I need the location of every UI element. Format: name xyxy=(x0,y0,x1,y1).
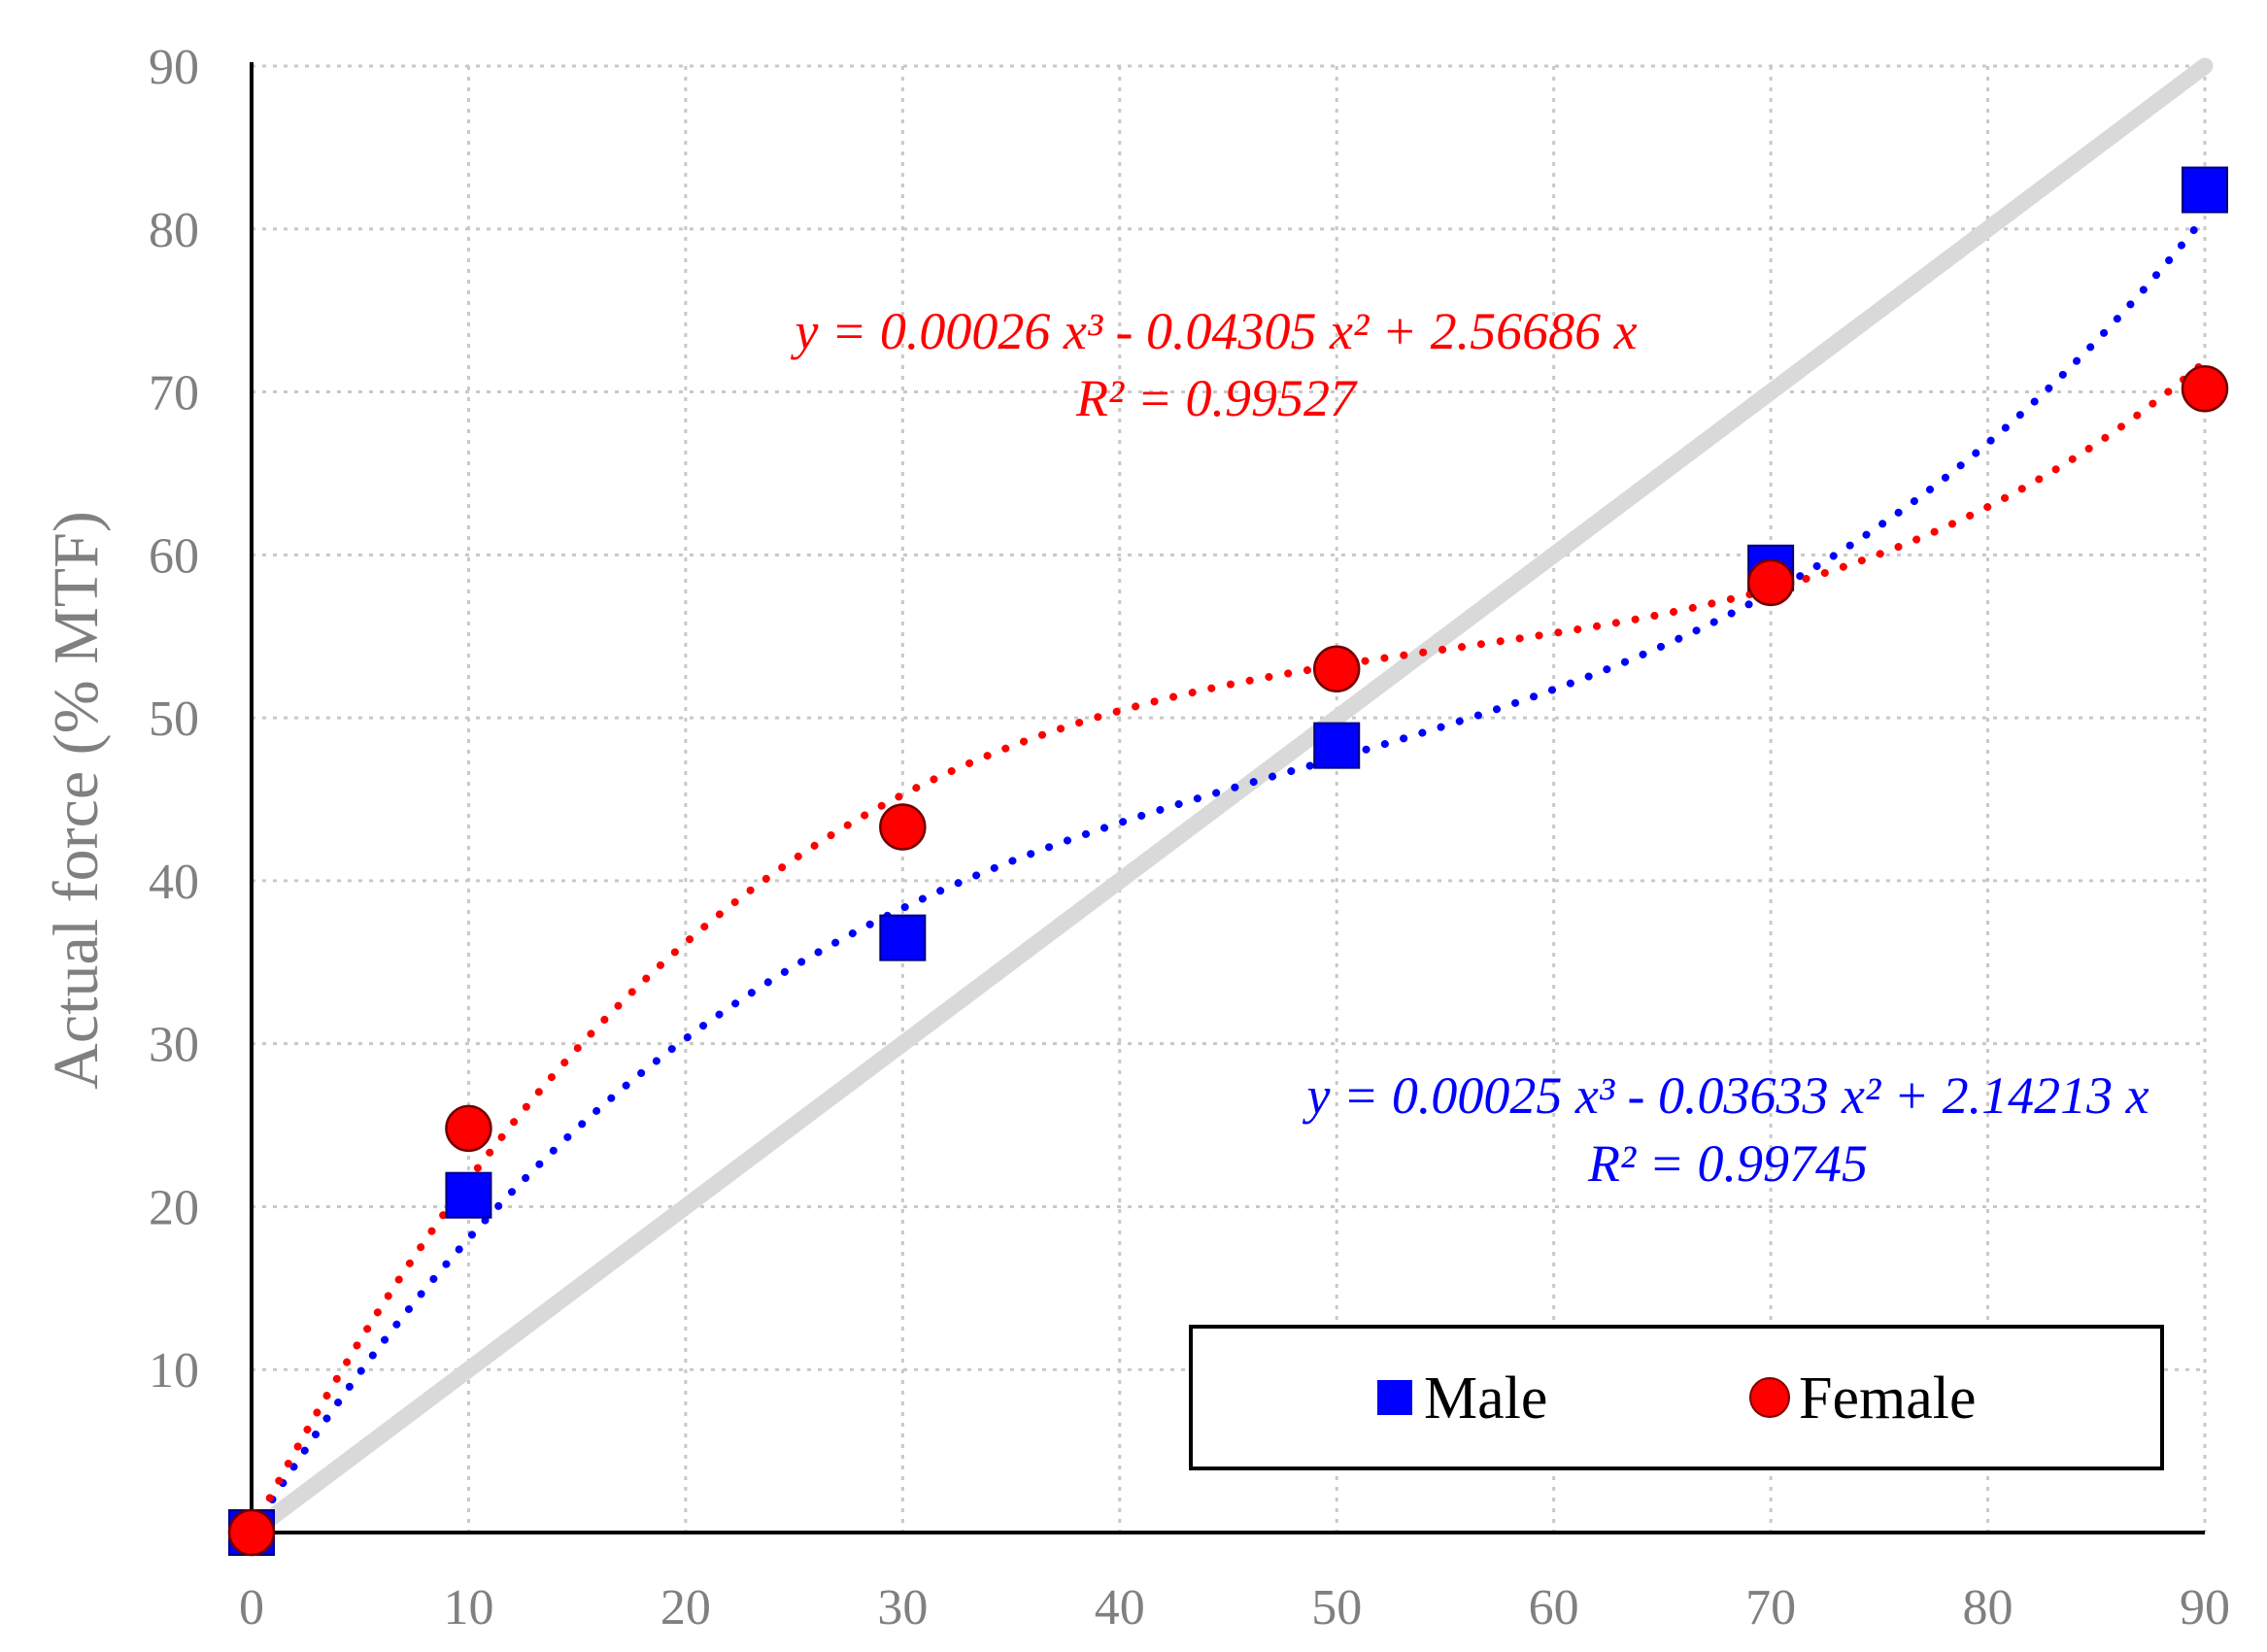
male-point xyxy=(445,1171,492,1219)
y-tick-label-70: 70 xyxy=(149,366,199,421)
x-tick-label-80: 80 xyxy=(1963,1580,2013,1635)
female-point xyxy=(2181,364,2229,413)
reference-line xyxy=(243,57,2214,1541)
female-equation: y = 0.00026 x³ - 0.04305 x² + 2.56686 x xyxy=(790,302,1637,360)
axes xyxy=(232,62,2205,1552)
legend: Male Female xyxy=(1189,1325,2164,1470)
y-tick-label-10: 10 xyxy=(149,1343,199,1399)
trendlines xyxy=(248,212,2209,1536)
markers xyxy=(227,166,2229,1557)
reference-line-group xyxy=(243,57,2214,1541)
x-tick-label-40: 40 xyxy=(1095,1580,1145,1635)
female-point xyxy=(445,1104,492,1153)
x-tick-label-90: 90 xyxy=(2180,1580,2230,1635)
legend-female-label: Female xyxy=(1799,1365,1977,1432)
y-tick-label-40: 40 xyxy=(149,855,199,910)
male-trendline xyxy=(248,212,2209,1536)
male-point xyxy=(879,914,927,961)
x-tick-label-0: 0 xyxy=(239,1580,264,1635)
male-r2: R² = 0.99745 xyxy=(1587,1134,1868,1193)
female-point xyxy=(1746,558,1795,607)
x-tick-label-70: 70 xyxy=(1745,1580,1796,1635)
male-point xyxy=(1313,722,1361,769)
y-tick-label-80: 80 xyxy=(149,203,199,258)
x-tick-label-50: 50 xyxy=(1311,1580,1362,1635)
female-trendline xyxy=(248,357,2209,1536)
legend-male-marker xyxy=(1377,1380,1412,1415)
legend-box xyxy=(1189,1325,2164,1470)
y-tick-label-30: 30 xyxy=(149,1018,199,1073)
legend-female-marker xyxy=(1749,1377,1790,1418)
y-axis-title: Actual force (% MTF) xyxy=(41,511,112,1090)
y-tick-label-60: 60 xyxy=(149,528,199,584)
y-tick-label-50: 50 xyxy=(149,691,199,747)
male-point xyxy=(2182,166,2228,214)
female-point xyxy=(1312,645,1361,693)
legend-male-label: Male xyxy=(1424,1365,1547,1432)
x-tick-label-20: 20 xyxy=(660,1580,711,1635)
female-point xyxy=(227,1508,276,1557)
x-tick-label-10: 10 xyxy=(443,1580,493,1635)
female-r2: R² = 0.99527 xyxy=(1075,369,1358,427)
y-tick-label-20: 20 xyxy=(149,1180,199,1235)
x-tick-label-60: 60 xyxy=(1529,1580,1579,1635)
x-tick-label-30: 30 xyxy=(877,1580,928,1635)
male-equation: y = 0.00025 x³ - 0.03633 x² + 2.14213 x xyxy=(1302,1066,2149,1125)
tick-labels: 0 10 20 30 40 50 60 70 80 90 10 20 30 40 50 60 70 80 90 xyxy=(149,40,2230,1635)
y-tick-label-90: 90 xyxy=(149,40,199,95)
female-point xyxy=(879,803,927,851)
